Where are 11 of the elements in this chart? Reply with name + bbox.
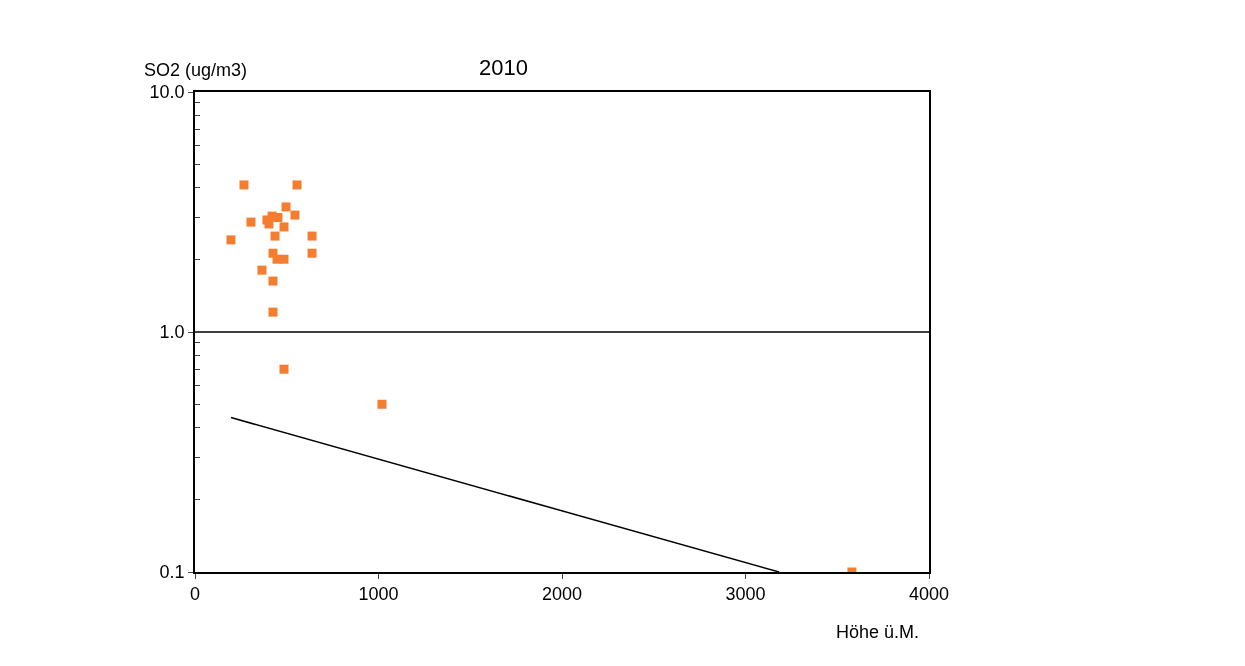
x-tick-label: 4000 (908, 584, 950, 605)
x-axis-title: Höhe ü.M. (836, 622, 920, 642)
x-tick-label: 2000 (541, 584, 583, 605)
y-tick-label: 1.0 (159, 322, 185, 343)
chart-title: 2010 (479, 55, 528, 80)
y-axis-title: SO2 (ug/m3) (144, 60, 248, 80)
y-tick-label: 10.0 (149, 82, 185, 103)
x-tick-label: 3000 (725, 584, 766, 605)
y-tick-label: 0.1 (159, 562, 185, 583)
x-tick-label: 0 (189, 584, 201, 605)
x-tick-label: 1000 (358, 584, 399, 605)
